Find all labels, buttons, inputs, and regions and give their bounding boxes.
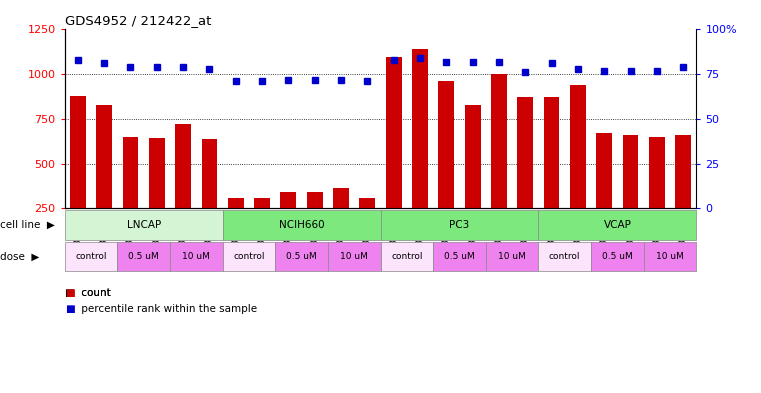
Text: 10 uM: 10 uM: [498, 252, 526, 261]
Text: LNCAP: LNCAP: [126, 220, 161, 230]
Bar: [149, 138, 164, 208]
Bar: [412, 49, 428, 208]
Text: control: control: [391, 252, 422, 261]
Text: ■  count: ■ count: [65, 288, 110, 298]
Bar: [649, 137, 665, 208]
Text: ■: ■: [65, 288, 75, 298]
Text: control: control: [75, 252, 107, 261]
Bar: [359, 198, 375, 208]
Text: ■: ■: [65, 304, 75, 314]
Text: cell line  ▶: cell line ▶: [0, 220, 55, 230]
Text: 0.5 uM: 0.5 uM: [286, 252, 317, 261]
Text: PC3: PC3: [449, 220, 470, 230]
Bar: [202, 139, 218, 208]
Bar: [386, 57, 402, 208]
Text: GDS4952 / 212422_at: GDS4952 / 212422_at: [65, 14, 211, 27]
Bar: [622, 135, 638, 208]
Text: 10 uM: 10 uM: [183, 252, 210, 261]
Bar: [597, 133, 612, 208]
Text: control: control: [233, 252, 265, 261]
Bar: [281, 192, 296, 208]
Bar: [70, 95, 86, 208]
Text: control: control: [549, 252, 581, 261]
Text: 10 uM: 10 uM: [340, 252, 368, 261]
Bar: [228, 198, 244, 208]
Text: 0.5 uM: 0.5 uM: [444, 252, 475, 261]
Bar: [491, 74, 507, 208]
Bar: [438, 81, 454, 208]
Bar: [517, 97, 533, 208]
Bar: [465, 105, 480, 208]
Text: 0.5 uM: 0.5 uM: [129, 252, 159, 261]
Bar: [307, 192, 323, 208]
Bar: [570, 85, 586, 208]
Text: VCAP: VCAP: [603, 220, 632, 230]
Text: 0.5 uM: 0.5 uM: [602, 252, 632, 261]
Bar: [675, 135, 691, 208]
Bar: [543, 97, 559, 208]
Text: NCIH660: NCIH660: [279, 220, 324, 230]
Text: percentile rank within the sample: percentile rank within the sample: [78, 304, 257, 314]
Bar: [123, 137, 139, 208]
Text: 10 uM: 10 uM: [656, 252, 684, 261]
Bar: [333, 188, 349, 208]
Text: count: count: [78, 288, 111, 298]
Bar: [254, 198, 270, 208]
Bar: [175, 124, 191, 208]
Text: dose  ▶: dose ▶: [0, 252, 40, 261]
Bar: [96, 105, 112, 208]
